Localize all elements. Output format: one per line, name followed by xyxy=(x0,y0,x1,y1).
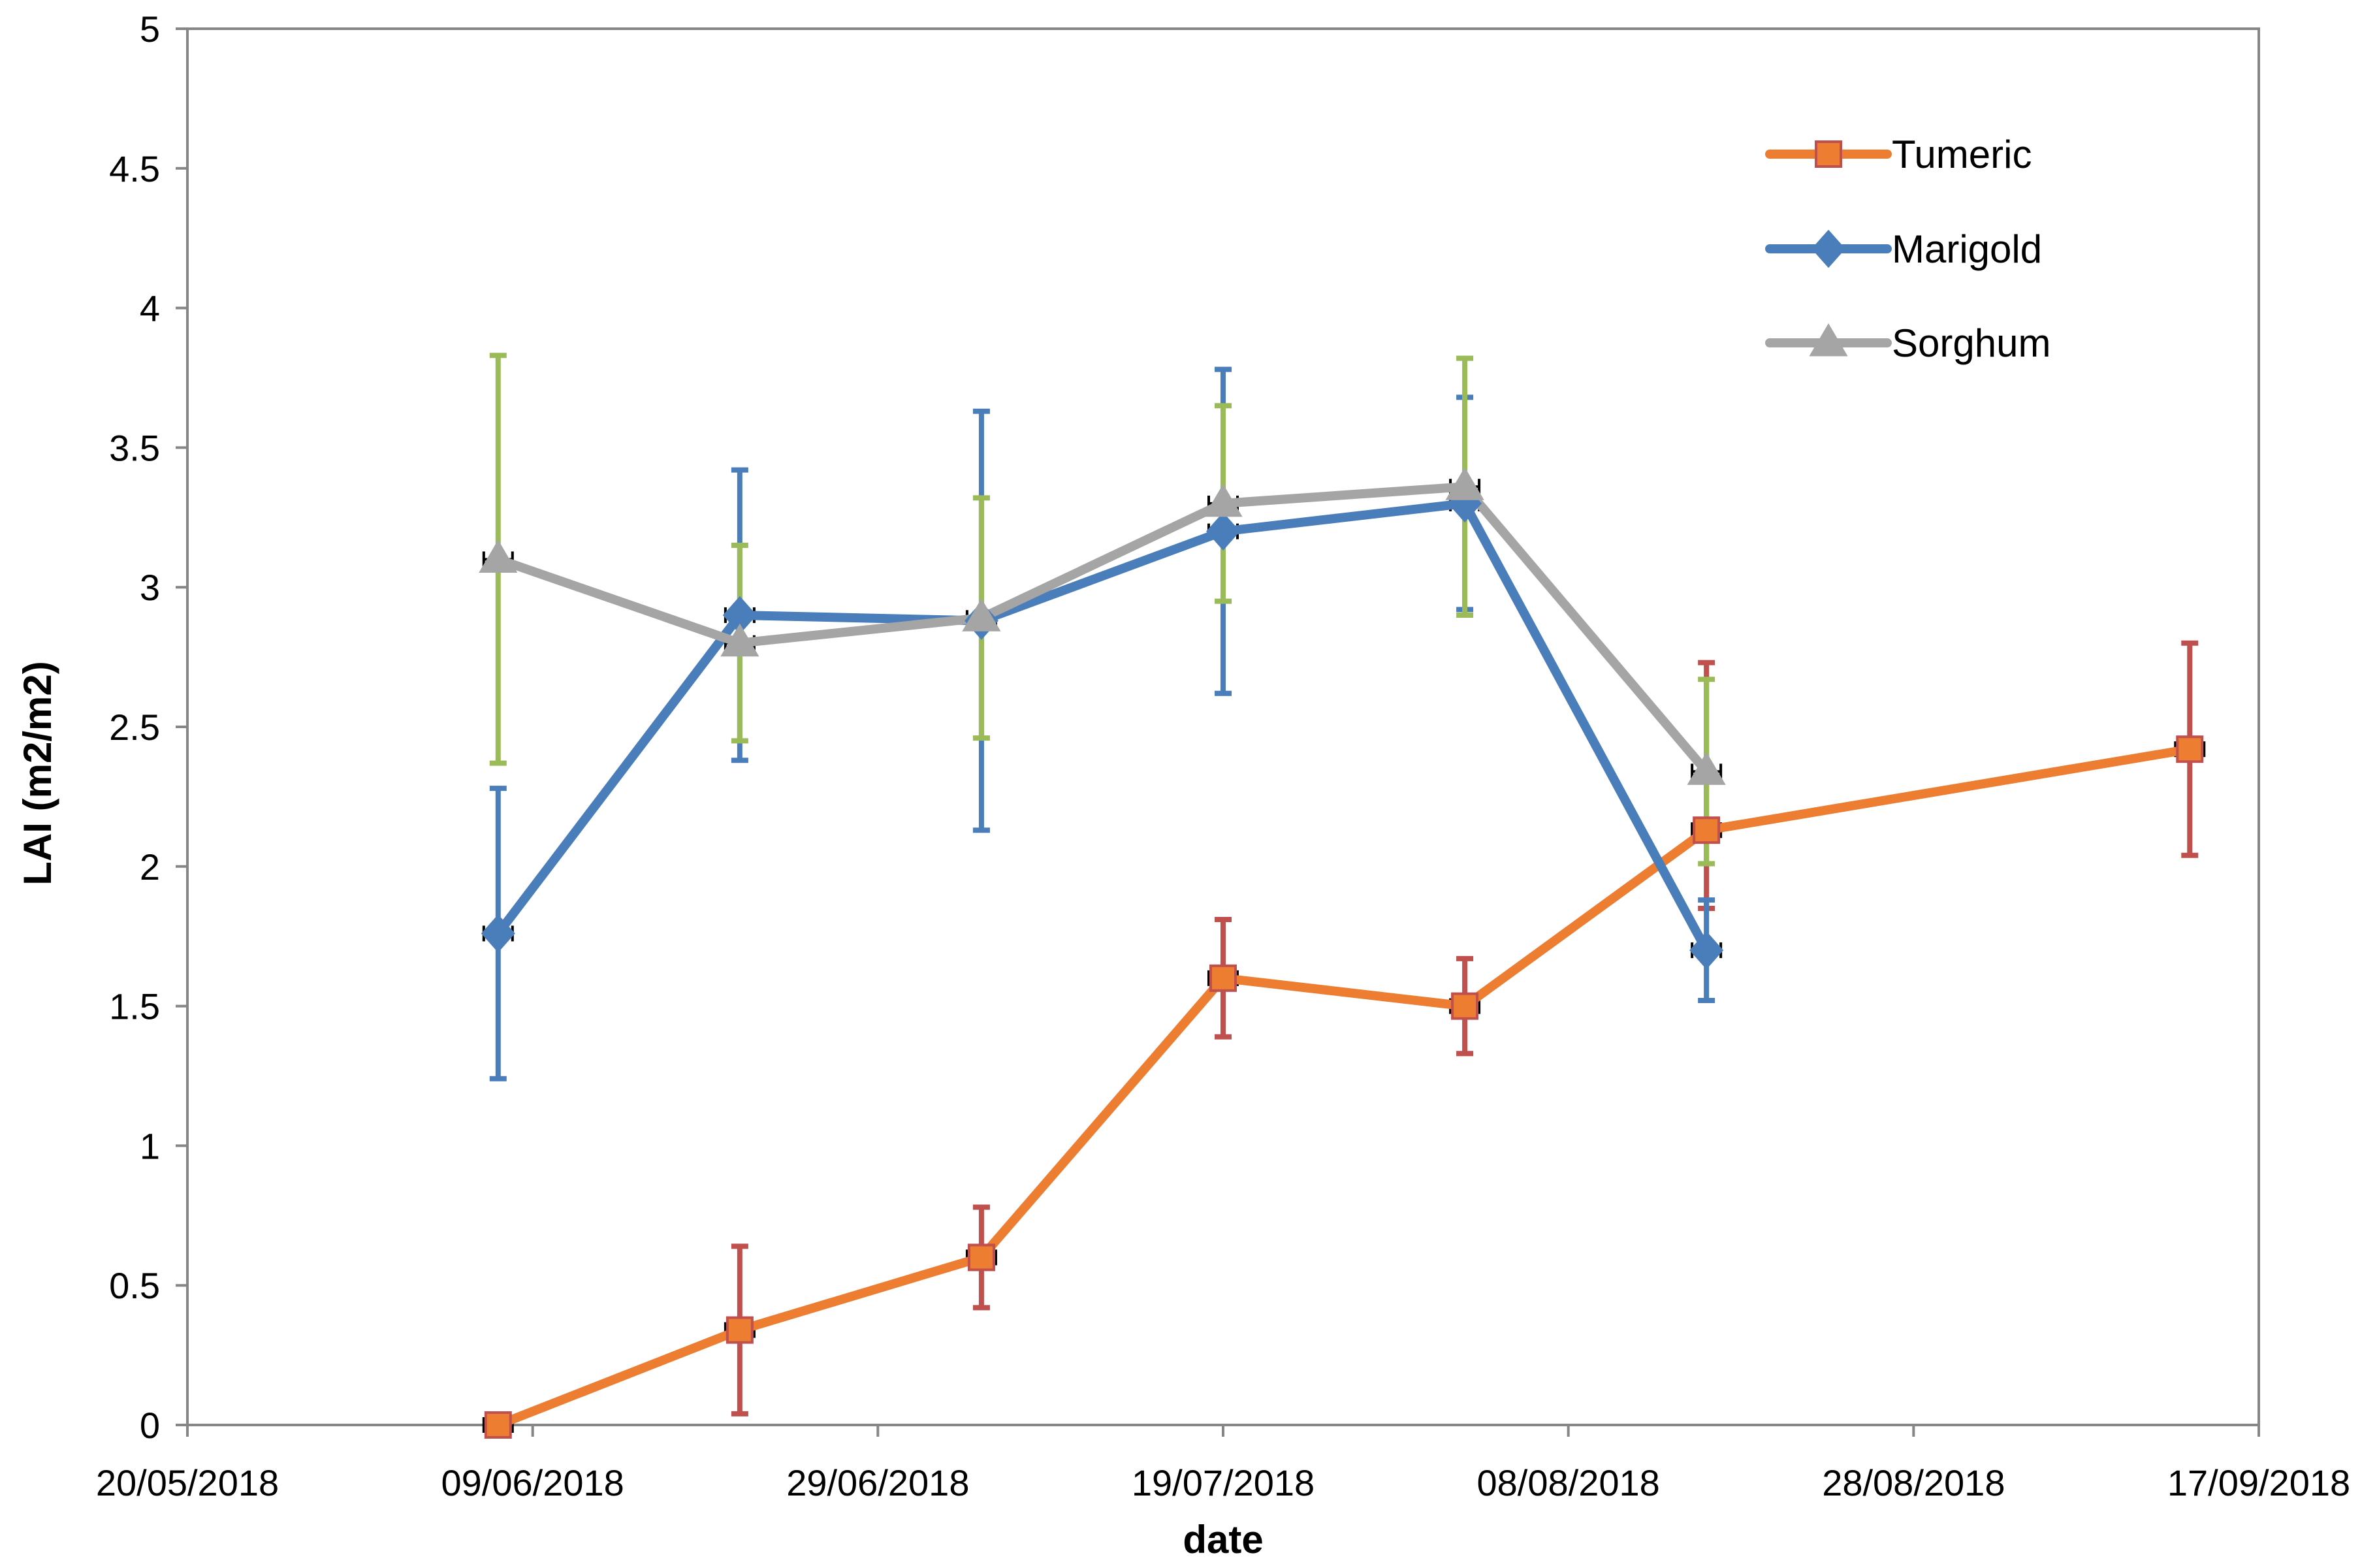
sorghum-data-point xyxy=(1687,752,1726,785)
series-lines-group xyxy=(493,482,2195,1430)
y-tick-label: 3.5 xyxy=(109,427,160,468)
tumeric-data-point xyxy=(726,1316,754,1344)
sorghum-data-point xyxy=(1445,467,1484,500)
tumeric-data-point xyxy=(484,1411,512,1439)
tumeric-data-point xyxy=(967,1243,995,1272)
legend-swatch-marker-tumeric xyxy=(1815,140,1842,168)
y-tick-label: 2 xyxy=(140,846,160,888)
sorghum-data-point xyxy=(962,598,1001,632)
y-axis-title: LAI (m2/m2) xyxy=(16,661,59,885)
legend: Tumeric Marigold Sorghum xyxy=(1765,133,2050,365)
y-tick-label: 0 xyxy=(140,1405,160,1446)
x-tick-label: 08/08/2018 xyxy=(1477,1462,1660,1503)
tumeric-data-point xyxy=(1209,964,1237,992)
y-tick-label: 4 xyxy=(140,288,160,329)
y-tick-label: 4.5 xyxy=(109,148,160,189)
legend-label-tumeric: Tumeric xyxy=(1892,133,2032,176)
legend-item-marigold: Marigold xyxy=(1765,227,2042,271)
x-tick-label: 19/07/2018 xyxy=(1132,1462,1315,1503)
tumeric-data-point xyxy=(1693,816,1721,844)
x-tick-label: 20/05/2018 xyxy=(96,1462,279,1503)
tumeric-data-point xyxy=(1451,992,1479,1020)
sorghum-series-line xyxy=(493,482,1712,776)
y-tick-label: 1 xyxy=(140,1125,160,1166)
legend-item-sorghum: Sorghum xyxy=(1765,321,2050,365)
legend-item-tumeric: Tumeric xyxy=(1765,133,2032,176)
y-tick-label: 2.5 xyxy=(109,707,160,748)
x-tick-label: 28/08/2018 xyxy=(1822,1462,2005,1503)
axes-group: 0 0.5 1 1.5 2 2.5 3 3.5 4 4.5 5 20/05/2018 09/06/201… xyxy=(96,8,2350,1503)
legend-label-marigold: Marigold xyxy=(1892,227,2042,271)
x-tick-label: 29/06/2018 xyxy=(786,1462,969,1503)
y-tick-label: 5 xyxy=(140,8,160,50)
sorghum-data-point xyxy=(1204,483,1243,517)
marigold-data-point xyxy=(1689,931,1724,970)
series-markers-group xyxy=(479,467,2204,1439)
legend-swatch-marker-marigold xyxy=(1811,229,1846,268)
legend-label-sorghum: Sorghum xyxy=(1892,321,2050,365)
y-tick-label: 0.5 xyxy=(109,1265,160,1306)
y-tick-label: 3 xyxy=(140,567,160,608)
x-tick-label: 09/06/2018 xyxy=(441,1462,624,1503)
sorghum-data-point xyxy=(479,539,518,573)
marigold-data-point xyxy=(481,914,515,953)
marigold-series-line xyxy=(493,498,1712,955)
legend-swatch-marker-sorghum xyxy=(1809,323,1848,357)
tumeric-data-point xyxy=(2176,735,2204,763)
marigold-data-point xyxy=(1205,512,1241,551)
x-axis-title: date xyxy=(1183,1518,1263,1561)
y-tick-label: 1.5 xyxy=(109,986,160,1027)
x-tick-label: 17/09/2018 xyxy=(2167,1462,2350,1503)
sorghum-data-point xyxy=(720,623,759,657)
